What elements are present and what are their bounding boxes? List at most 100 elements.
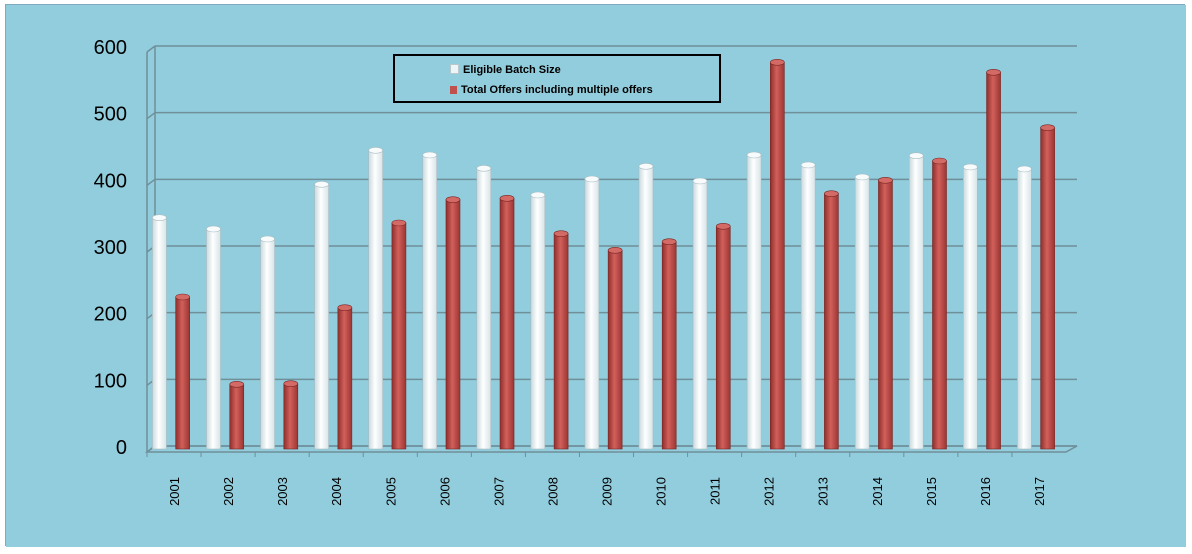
- chart-area: 0 100 200 300 400 500 600 2001 2002 2003 2004 2005 2…: [5, 4, 1186, 547]
- x-tick-label-2017: 2017: [1032, 477, 1047, 506]
- y-tick-label-400: 400: [94, 170, 127, 192]
- bar-eligible-batch-size-2014: [854, 176, 870, 450]
- bar-total-offers-2006: [445, 199, 461, 450]
- bar-cap-total-offers-2008: [553, 230, 569, 237]
- y-tick-label-500: 500: [94, 104, 127, 126]
- bar-cap-total-offers-2012: [770, 59, 785, 66]
- x-tick-label-2007: 2007: [491, 477, 506, 506]
- bar-total-offers-2011: [715, 226, 731, 450]
- bar-total-offers-2005: [391, 222, 407, 450]
- bar-cap-total-offers-2001: [175, 293, 190, 301]
- y-tick-label-300: 300: [94, 237, 127, 259]
- bar-cap-eligible-batch-size-2012: [746, 151, 762, 159]
- bar-total-offers-2013: [824, 193, 839, 450]
- bar-cap-eligible-batch-size-2003: [260, 235, 275, 243]
- x-tick-label-2012: 2012: [762, 477, 777, 506]
- legend-label-eligible: Eligible Batch Size: [463, 64, 561, 76]
- bar-total-offers-2010: [661, 241, 677, 450]
- bar-eligible-batch-size-2012: [746, 154, 762, 450]
- bar-cap-total-offers-2017: [1040, 124, 1055, 131]
- bar-total-offers-2001: [175, 296, 190, 450]
- x-tick-label-2002: 2002: [221, 477, 236, 506]
- bar-eligible-batch-size-2008: [530, 194, 546, 450]
- bar-total-offers-2012: [770, 62, 785, 450]
- chart-legend: Eligible Batch Size Total Offers includi…: [393, 54, 721, 103]
- bar-cap-eligible-batch-size-2010: [638, 163, 654, 170]
- chart-floor: [144, 445, 1078, 453]
- x-tick-label-2009: 2009: [600, 477, 615, 506]
- bar-cap-eligible-batch-size-2014: [854, 173, 870, 181]
- bar-eligible-batch-size-2016: [963, 166, 978, 450]
- x-tick-label-2001: 2001: [167, 477, 182, 506]
- bar-cap-eligible-batch-size-2001: [152, 214, 167, 221]
- bar-eligible-batch-size-2010: [638, 166, 654, 450]
- bar-cap-eligible-batch-size-2017: [1017, 165, 1032, 173]
- y-tick-label-200: 200: [94, 304, 127, 326]
- bar-total-offers-2015: [932, 160, 947, 450]
- bar-eligible-batch-size-2003: [260, 238, 275, 450]
- gridline-depth-400: [146, 178, 156, 186]
- bar-cap-eligible-batch-size-2005: [368, 147, 383, 154]
- y-tick-label-600: 600: [94, 37, 127, 59]
- bar-cap-total-offers-2015: [932, 157, 947, 165]
- bar-eligible-batch-size-2001: [152, 217, 167, 450]
- gridline-depth-600: [146, 45, 156, 53]
- bar-total-offers-2009: [607, 250, 623, 450]
- x-tick-label-2010: 2010: [654, 477, 669, 506]
- bar-eligible-batch-size-2013: [800, 164, 816, 450]
- bar-cap-eligible-batch-size-2004: [314, 181, 329, 188]
- y-tick-label-0: 0: [116, 437, 127, 459]
- bar-cap-eligible-batch-size-2007: [476, 165, 492, 172]
- bar-total-offers-2007: [499, 198, 515, 450]
- bar-cap-total-offers-2004: [337, 304, 353, 311]
- bar-eligible-batch-size-2005: [368, 150, 383, 450]
- bar-total-offers-2002: [229, 384, 245, 450]
- bar-cap-total-offers-2016: [986, 69, 1001, 76]
- gridline-depth-500: [146, 112, 156, 120]
- bar-cap-eligible-batch-size-2016: [963, 163, 978, 171]
- bar-eligible-batch-size-2006: [422, 154, 438, 450]
- x-tick-label-2006: 2006: [437, 477, 452, 506]
- bar-cap-eligible-batch-size-2006: [422, 151, 438, 159]
- x-tick-label-2004: 2004: [329, 477, 344, 506]
- bar-cap-total-offers-2011: [715, 223, 731, 230]
- legend-item-total-offers: Total Offers including multiple offers: [450, 84, 653, 96]
- bar-total-offers-2014: [878, 180, 893, 450]
- legend-swatch-total-offers: [450, 86, 457, 94]
- bar-total-offers-2004: [337, 307, 353, 450]
- bar-cap-total-offers-2014: [878, 177, 893, 184]
- bar-cap-eligible-batch-size-2013: [800, 161, 816, 169]
- bar-cap-eligible-batch-size-2008: [530, 191, 546, 199]
- bar-eligible-batch-size-2004: [314, 184, 329, 450]
- x-tick-label-2016: 2016: [978, 477, 993, 506]
- x-tick-label-2005: 2005: [383, 477, 398, 506]
- bar-eligible-batch-size-2007: [476, 168, 492, 450]
- bar-total-offers-2008: [553, 233, 569, 450]
- bar-total-offers-2016: [986, 72, 1001, 450]
- bar-eligible-batch-size-2017: [1017, 168, 1032, 450]
- x-tick-label-2008: 2008: [545, 477, 560, 506]
- bar-eligible-batch-size-2011: [692, 180, 708, 450]
- legend-item-eligible: Eligible Batch Size: [450, 64, 561, 76]
- bar-cap-eligible-batch-size-2002: [206, 225, 221, 233]
- legend-swatch-eligible: [450, 64, 459, 74]
- bar-cap-total-offers-2003: [283, 380, 299, 387]
- bar-cap-total-offers-2007: [499, 195, 515, 202]
- legend-label-total-offers: Total Offers including multiple offers: [461, 84, 653, 96]
- bar-cap-eligible-batch-size-2015: [908, 152, 924, 159]
- bar-eligible-batch-size-2002: [206, 228, 221, 450]
- bar-cap-total-offers-2010: [661, 238, 677, 245]
- x-tick-label-2014: 2014: [870, 477, 885, 506]
- bar-eligible-batch-size-2015: [908, 155, 924, 450]
- bar-eligible-batch-size-2009: [584, 178, 600, 450]
- bar-cap-total-offers-2013: [824, 190, 839, 197]
- bar-total-offers-2003: [283, 383, 299, 450]
- x-tick-label-2011: 2011: [708, 477, 723, 505]
- bar-cap-total-offers-2002: [229, 381, 245, 388]
- x-tick-label-2013: 2013: [816, 477, 831, 506]
- x-tick-label-2003: 2003: [275, 477, 290, 506]
- bar-cap-eligible-batch-size-2011: [692, 177, 708, 185]
- bar-total-offers-2017: [1040, 127, 1055, 450]
- y-tick-label-100: 100: [94, 370, 127, 392]
- bar-cap-total-offers-2009: [607, 247, 623, 254]
